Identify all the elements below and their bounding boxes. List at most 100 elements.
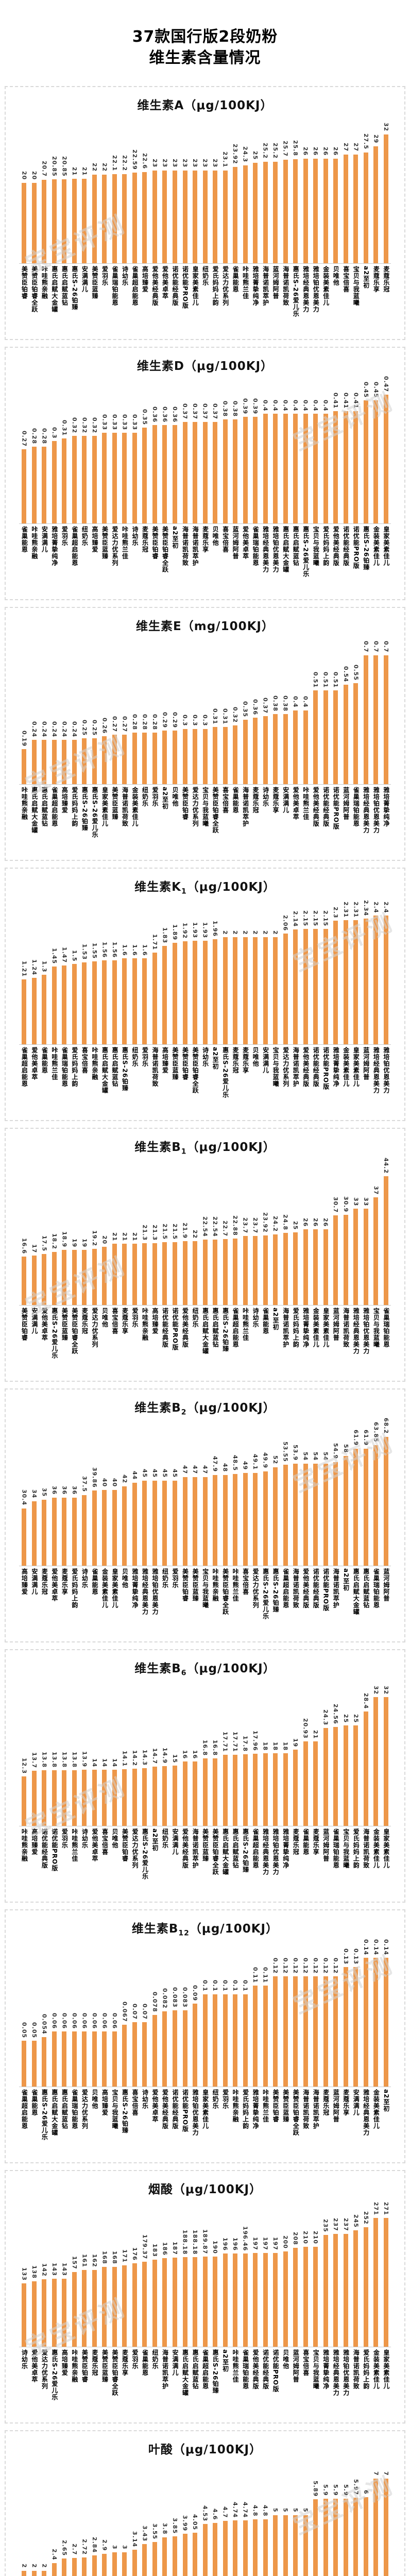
- category-label: 高培臻爱: [151, 1307, 159, 1334]
- bar-slot: 13.7: [29, 1698, 40, 1826]
- bar-slot: 0.06: [79, 1958, 90, 2087]
- category-label: 喜宝倍喜: [111, 1307, 118, 1334]
- bar-slot: 53.9: [291, 1437, 301, 1566]
- value-label: 22.59: [131, 149, 138, 170]
- category-label: 雅培铂优恩美力: [312, 265, 320, 313]
- category-label: 惠氏S-26爱儿乐: [50, 2349, 58, 2401]
- value-label: 21: [111, 1232, 118, 1241]
- bar-slot: 21.5: [160, 1177, 170, 1305]
- bar: [202, 728, 208, 784]
- value-label: 271: [382, 2202, 389, 2216]
- value-label: 17.71: [221, 1732, 229, 1753]
- value-label: 190: [212, 2241, 219, 2255]
- bar-slot: 188.18: [190, 2218, 200, 2347]
- bar: [162, 730, 167, 784]
- category-label: 皇家美素佳儿: [111, 1568, 118, 1608]
- value-label: 0.31: [212, 708, 219, 724]
- bar-slot: 5.9: [320, 2479, 331, 2576]
- bar-slot: 0.3: [190, 656, 200, 784]
- bar: [263, 2253, 268, 2347]
- category-label: 雀巢瑞铂能恩: [382, 1307, 390, 1348]
- bar: [273, 937, 278, 1045]
- category-label: 诺优能经典版: [262, 2349, 269, 2390]
- value-label: 14.1: [121, 1751, 128, 1767]
- value-label: 39.86: [91, 1467, 98, 1488]
- category-label: 惠氏S-26铂臻: [121, 1047, 129, 1092]
- category-label: 惠氏启赋蓝钻: [212, 1307, 219, 1348]
- bar-slot: 196: [220, 2218, 230, 2347]
- category-label: 麦蔻乐冠: [252, 786, 260, 814]
- category-label: 海普诺凯萃护: [192, 526, 199, 567]
- bar-slot: 3: [110, 2479, 120, 2576]
- plot-area: 12.3 13.7 13.8 13.8 13.8 13.8 13.9 14 14 14 14.1 14…: [19, 1686, 391, 1827]
- category-label: a2至初: [382, 2089, 390, 2112]
- category-label: 海普诺凯荷致: [292, 1568, 300, 1608]
- bar-slot: 14: [90, 1698, 100, 1826]
- value-label: 19.2: [91, 1230, 98, 1246]
- category-label: 安满满儿: [352, 2089, 360, 2116]
- bar: [82, 178, 87, 263]
- bar-slot: 197: [260, 2218, 270, 2347]
- bar-slot: 48: [220, 1437, 230, 1566]
- value-label: 18: [262, 1741, 269, 1751]
- bar: [273, 1976, 278, 2087]
- bar: [82, 436, 87, 524]
- category-label: 爱达力优系列: [282, 1047, 289, 1088]
- bar-slot: 45: [140, 1437, 150, 1566]
- category-label: 金装美素佳儿: [372, 2349, 380, 2390]
- category-label: 诺优能PRO版: [352, 526, 360, 569]
- value-label: 0.45: [372, 382, 380, 398]
- category-label: 惠氏S-26铂臻: [71, 265, 78, 310]
- bar: [172, 2258, 177, 2347]
- bar: [152, 1767, 157, 1826]
- bar: [82, 1249, 87, 1305]
- bar-slot: 1.92: [180, 916, 190, 1045]
- value-label: 47: [192, 1465, 199, 1475]
- value-label: 16.8: [201, 1740, 209, 1756]
- chart-title-main: 维生素D: [136, 359, 184, 373]
- bar: [92, 174, 97, 263]
- bar-slot: 0.26: [99, 656, 110, 784]
- bar-slot: 54: [300, 1437, 311, 1566]
- category-label: 高培臻爱: [30, 1828, 38, 1856]
- value-label: 22.7: [221, 1220, 229, 1236]
- value-label: 2.4: [372, 901, 380, 913]
- bar-slot: 3.14: [130, 2479, 140, 2576]
- value-label: 1.53: [81, 944, 88, 960]
- bar: [363, 919, 368, 1045]
- value-label: 0.38: [282, 695, 289, 711]
- category-label: 惠氏启赋蓝钻: [41, 786, 48, 827]
- bar-slot: 0.078: [150, 1958, 160, 2087]
- bar: [233, 166, 238, 263]
- value-label: 26: [302, 1217, 309, 1227]
- value-label: 0.11: [262, 1967, 269, 1983]
- value-label: 20.85: [50, 156, 58, 177]
- plot-area: 0.19 0.24 0.24 0.24 0.24 0.24 0.25 0.25 0.26 0.27…: [19, 641, 391, 785]
- category-label: 海普诺凯荷致: [302, 2089, 310, 2129]
- bar-slot: 13.8: [59, 1698, 70, 1826]
- category-label: 安满满儿: [172, 2349, 179, 2377]
- value-label: 0.38: [272, 695, 279, 711]
- value-label: 0.28: [141, 714, 148, 730]
- plot-area: 2 2 2 2.4 2.65 2.7 2.72 2.84 2.9 3 3 3.14 3.43 3.55 3.…: [19, 2471, 391, 2576]
- value-label: 5.9: [322, 2484, 329, 2496]
- value-label: 1.56: [101, 942, 108, 958]
- category-axis: 美赞臣铂睿 安满满儿 爱他美卓萃 惠氏S-26爱儿乐 美赞臣蓝臻 美赞臣铂睿全跃 麦蔻乐冠爱…: [19, 1308, 391, 1376]
- value-label: 2: [30, 2564, 38, 2568]
- charts: 维生素A（μg/100KJ） 20 20 20.7 20.85 20.85 21 21 22 2…: [0, 86, 410, 2576]
- category-label: 爱他美经典版: [181, 1828, 189, 1869]
- category-label: 麦蔻乐冠: [292, 1828, 300, 1856]
- value-label: 5.89: [312, 2480, 319, 2497]
- bar: [72, 178, 77, 263]
- bar: [132, 433, 137, 524]
- bar: [213, 2257, 218, 2347]
- value-label: 210: [302, 2231, 309, 2245]
- bar-slot: 5.9: [331, 2479, 341, 2576]
- plot-area: 133 138 142 143 143 157 161 162 168 168 171 176 179.…: [19, 2202, 391, 2348]
- value-label: 1.55: [91, 943, 98, 959]
- value-label: 7: [372, 2471, 380, 2476]
- value-label: 18.9: [61, 1231, 68, 1247]
- bar: [263, 414, 268, 524]
- bar: [142, 172, 147, 263]
- category-label: 麦蔻乐冠: [81, 1307, 89, 1334]
